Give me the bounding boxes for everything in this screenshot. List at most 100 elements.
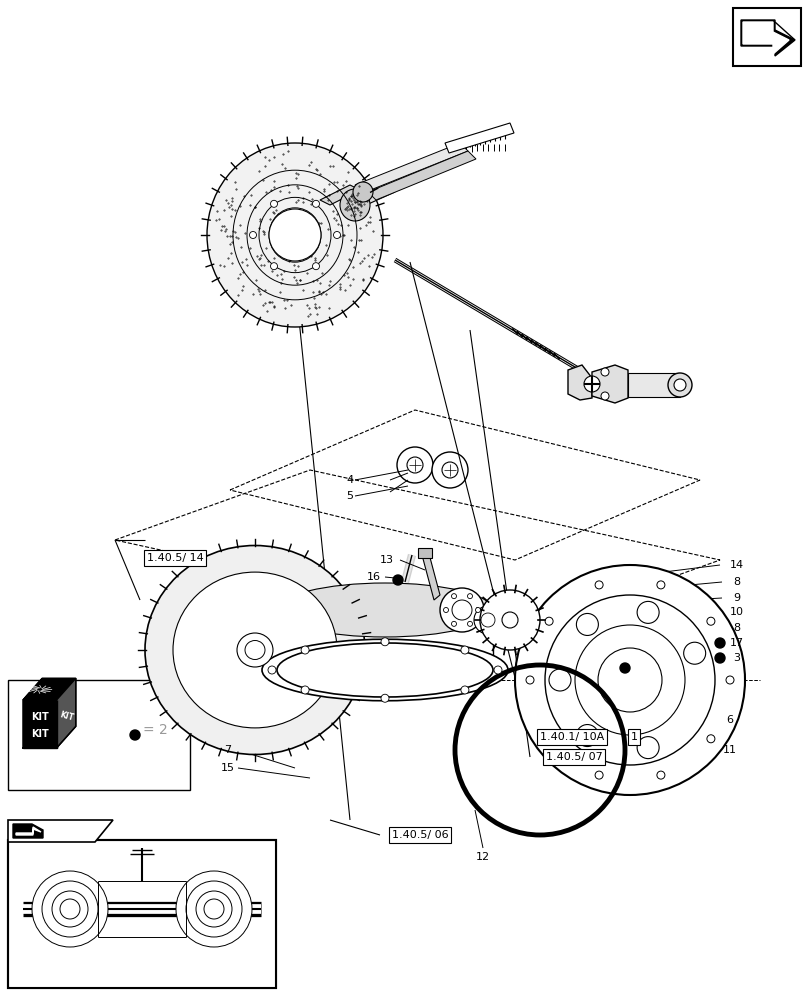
Circle shape (204, 899, 224, 919)
Circle shape (249, 232, 256, 238)
Ellipse shape (145, 546, 365, 754)
Circle shape (301, 686, 309, 694)
Polygon shape (367, 151, 475, 200)
Circle shape (270, 263, 277, 270)
Circle shape (441, 462, 457, 478)
Bar (8, 840, 276, 988)
Circle shape (380, 694, 388, 702)
Text: 1.40.5/ 06: 1.40.5/ 06 (391, 830, 448, 840)
Polygon shape (340, 182, 394, 210)
Polygon shape (57, 678, 75, 748)
Circle shape (270, 710, 280, 720)
Circle shape (32, 871, 108, 947)
Circle shape (594, 581, 603, 589)
Polygon shape (23, 700, 57, 748)
Text: 10: 10 (729, 607, 743, 617)
Ellipse shape (501, 612, 517, 628)
Ellipse shape (440, 588, 483, 632)
Circle shape (461, 646, 468, 654)
Circle shape (639, 611, 655, 627)
Text: 15: 15 (221, 763, 234, 773)
Ellipse shape (268, 209, 320, 261)
Text: 8: 8 (732, 577, 740, 587)
Circle shape (312, 263, 319, 270)
Polygon shape (591, 365, 627, 403)
Circle shape (42, 881, 98, 937)
Circle shape (301, 646, 309, 654)
Circle shape (186, 881, 242, 937)
Text: 1.40.1/ 10A: 1.40.1/ 10A (539, 732, 603, 742)
Circle shape (312, 200, 319, 207)
Text: 3: 3 (732, 653, 740, 663)
Text: KIT: KIT (59, 711, 75, 723)
Circle shape (637, 737, 659, 759)
Text: 17: 17 (729, 638, 743, 648)
Circle shape (514, 565, 744, 795)
Polygon shape (418, 548, 431, 558)
Circle shape (480, 613, 495, 627)
Circle shape (431, 452, 467, 488)
Ellipse shape (479, 590, 539, 650)
Ellipse shape (353, 182, 372, 202)
Bar (10, 842, 273, 986)
Circle shape (130, 730, 139, 740)
Bar (8, 840, 276, 988)
Bar (8, 680, 190, 790)
Circle shape (60, 899, 80, 919)
Polygon shape (444, 123, 513, 153)
Circle shape (443, 607, 448, 612)
Polygon shape (740, 20, 794, 56)
Polygon shape (627, 373, 679, 397)
Circle shape (467, 621, 472, 626)
Circle shape (268, 666, 276, 674)
Text: 7: 7 (224, 745, 231, 755)
Circle shape (333, 232, 340, 238)
Text: 8: 8 (732, 623, 740, 633)
Circle shape (725, 676, 733, 684)
Circle shape (467, 594, 472, 599)
Circle shape (656, 771, 664, 779)
Circle shape (706, 735, 714, 743)
Ellipse shape (340, 189, 370, 221)
Ellipse shape (262, 639, 508, 701)
Polygon shape (742, 22, 788, 54)
Circle shape (594, 771, 603, 779)
Circle shape (706, 617, 714, 625)
Circle shape (656, 581, 664, 589)
Ellipse shape (245, 640, 264, 660)
Ellipse shape (237, 633, 272, 667)
Text: KIT: KIT (31, 729, 49, 739)
Circle shape (393, 575, 402, 585)
Circle shape (264, 705, 285, 725)
Text: 5: 5 (346, 491, 353, 501)
Circle shape (544, 735, 552, 743)
Ellipse shape (277, 583, 492, 637)
Circle shape (673, 379, 685, 391)
Text: 11: 11 (722, 745, 736, 755)
Polygon shape (23, 678, 75, 700)
Circle shape (451, 594, 456, 599)
Circle shape (176, 871, 251, 947)
Circle shape (667, 373, 691, 397)
Text: 9: 9 (732, 593, 740, 603)
Circle shape (600, 392, 608, 400)
Text: 6: 6 (726, 715, 732, 725)
Circle shape (461, 686, 468, 694)
Text: 1.40.5/ 07: 1.40.5/ 07 (545, 752, 602, 762)
Circle shape (620, 663, 629, 673)
Text: = 2: = 2 (143, 723, 167, 737)
Ellipse shape (207, 143, 383, 327)
Circle shape (544, 595, 714, 765)
Circle shape (406, 457, 423, 473)
Circle shape (380, 638, 388, 646)
Text: KIT: KIT (31, 712, 49, 722)
Text: 14: 14 (729, 560, 743, 570)
Circle shape (397, 447, 432, 483)
Ellipse shape (452, 600, 471, 620)
Circle shape (548, 669, 570, 691)
Circle shape (583, 376, 599, 392)
Circle shape (474, 606, 501, 634)
Circle shape (597, 648, 661, 712)
Text: 16: 16 (367, 572, 380, 582)
Polygon shape (8, 820, 113, 842)
